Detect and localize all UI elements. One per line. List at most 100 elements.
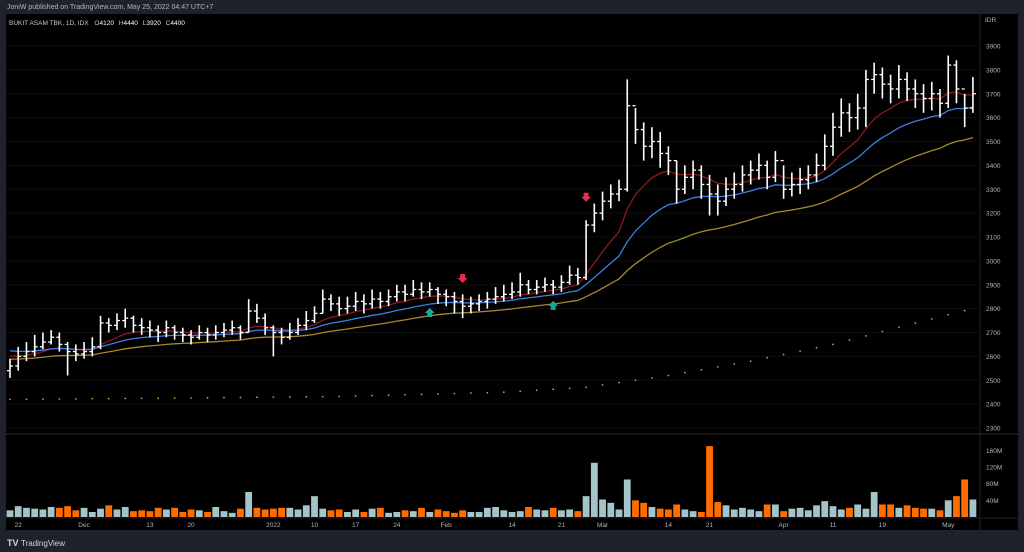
ma-long-dot — [469, 392, 472, 394]
price-tick-label: 3400 — [986, 163, 1001, 170]
ohlc-bar — [402, 284, 409, 302]
ma-long-dot — [288, 396, 291, 398]
volume-bar — [632, 500, 639, 517]
ohlc-bar — [657, 131, 664, 168]
volume-bar — [376, 507, 384, 517]
sell-arrow-icon — [457, 273, 468, 283]
ma-long-dot — [486, 391, 489, 394]
ohlc-bar — [533, 279, 540, 295]
ohlc-bar — [245, 299, 252, 334]
time-tick-label: Apr — [779, 522, 790, 529]
ohlc-bar — [270, 325, 277, 357]
volume-bar — [615, 509, 623, 517]
ma-long-dot — [140, 397, 143, 400]
ohlc-bar — [467, 296, 474, 314]
volume-bar — [804, 510, 812, 517]
volume-bar — [434, 509, 442, 517]
ohlc-bar — [155, 325, 162, 343]
ohlc-bar — [105, 318, 112, 333]
volume-bar — [755, 511, 763, 517]
ma-long-dot — [502, 391, 505, 394]
ohlc-bar — [665, 146, 672, 175]
volume-bar — [451, 512, 458, 517]
volume-bar — [903, 505, 911, 517]
volume-bar — [88, 511, 96, 517]
ohlc-bar — [517, 272, 524, 297]
ohlc-bar — [640, 122, 647, 161]
ohlc-bar — [303, 311, 310, 331]
ma-long-dot — [683, 371, 686, 374]
ema-mid-line — [9, 106, 974, 353]
ohlc-bar — [871, 62, 878, 94]
ohlc-bar — [591, 203, 598, 233]
ma-long-dot — [651, 376, 653, 379]
volume-bar — [344, 511, 351, 517]
volume-bar — [253, 507, 261, 517]
volume-bar — [385, 512, 392, 517]
ohlc-bar — [278, 327, 285, 345]
ma-long-dot — [9, 398, 11, 401]
ma-slow-line — [9, 137, 974, 360]
ohlc-bar — [961, 88, 968, 128]
volume-bar — [763, 504, 771, 517]
ma-long-dot — [848, 339, 851, 342]
volume-bar — [459, 510, 467, 517]
volume-bar — [269, 508, 277, 517]
ohlc-bar — [706, 174, 713, 216]
ma-long-dot — [239, 396, 242, 399]
ma-long-dot — [634, 379, 637, 382]
ma-long-dot — [25, 398, 28, 401]
volume-bar — [673, 504, 681, 517]
volume-bar — [582, 496, 590, 517]
ma-long-dot — [305, 395, 308, 398]
volume-bar — [648, 506, 656, 517]
ma-long-dot — [963, 309, 966, 312]
ohlc-bar — [887, 74, 894, 104]
volume-bar — [483, 507, 491, 517]
volume-bar — [541, 510, 549, 517]
volume-bar — [475, 511, 483, 517]
volume-bar — [426, 511, 434, 517]
ohlc-bar — [443, 289, 450, 307]
tradingview-logo[interactable]: TV TradingView — [7, 538, 65, 548]
volume-bar — [730, 509, 738, 517]
ohlc-bar — [319, 289, 326, 315]
ohlc-bar — [525, 279, 532, 295]
ohlc-bar — [583, 220, 590, 280]
volume-bar — [846, 507, 853, 517]
volume-bar — [130, 511, 137, 517]
ohlc-bar — [862, 69, 869, 128]
volume-bar — [623, 479, 631, 517]
ohlc-bar — [7, 358, 13, 378]
ohlc-bar — [714, 184, 721, 216]
ma-long-dot — [256, 396, 258, 399]
volume-bar — [335, 509, 343, 517]
volume-bar — [837, 509, 845, 517]
volume-bar — [113, 509, 121, 517]
ohlc-bar — [311, 306, 318, 323]
ohlc-bar — [48, 330, 55, 345]
ma-long-dot — [58, 398, 61, 400]
volume-bar — [821, 501, 829, 517]
volume-bar — [179, 511, 187, 517]
ma-long-dot — [568, 387, 571, 390]
ohlc-bar — [920, 84, 927, 113]
volume-bar — [640, 502, 648, 517]
legend-high: 4440 — [123, 20, 138, 27]
ma-long-dot — [173, 397, 176, 400]
ohlc-bar — [31, 334, 38, 357]
volume-bar — [870, 491, 878, 517]
price-tick-label: 2600 — [986, 354, 1001, 361]
volume-bar — [714, 501, 722, 517]
ohlc-bar — [838, 98, 845, 137]
ohlc-bar — [731, 172, 738, 199]
ohlc-bar — [928, 81, 935, 111]
ohlc-bar — [854, 93, 861, 130]
ohlc-bar — [632, 105, 639, 144]
volume-tick-label: 40M — [986, 498, 999, 505]
published-caption: JoniW published on TradingView.com, May … — [7, 4, 213, 11]
volume-bar — [689, 511, 697, 517]
ohlc-bar — [780, 159, 787, 199]
